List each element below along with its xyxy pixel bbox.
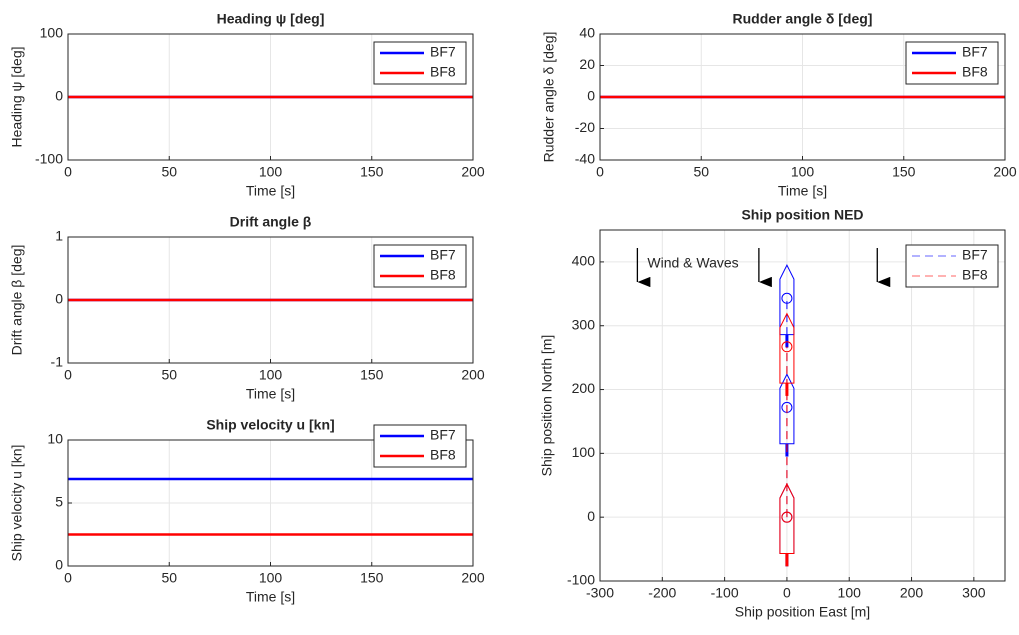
- x-tick-label: 50: [161, 570, 177, 586]
- legend-label: BF7: [962, 247, 988, 263]
- legend-label: BF7: [962, 44, 988, 60]
- y-axis-label: Drift angle β [deg]: [9, 245, 25, 356]
- y-tick-label: 5: [55, 494, 63, 510]
- annotation: Wind & Waves: [647, 255, 738, 271]
- x-tick-label: 0: [596, 164, 604, 180]
- ship-hull: [779, 312, 795, 384]
- legend-label: BF8: [962, 64, 988, 80]
- chart-title: Heading ψ [deg]: [217, 11, 325, 27]
- x-tick-label: 0: [64, 570, 72, 586]
- y-tick-label: 10: [47, 431, 63, 447]
- y-tick-label: 20: [579, 56, 595, 72]
- legend-label: BF7: [430, 44, 456, 60]
- axes-box: [599, 33, 1006, 161]
- legend-label: BF7: [430, 247, 456, 263]
- ship-position: [781, 292, 793, 304]
- x-tick-label: -100: [711, 585, 739, 601]
- chart-title: Rudder angle δ [deg]: [733, 11, 873, 27]
- legend-label: BF8: [430, 64, 456, 80]
- y-tick-label: 0: [55, 557, 63, 573]
- ship-hull: [779, 263, 795, 336]
- axes-box: [67, 439, 474, 567]
- x-tick-label: 150: [892, 164, 916, 180]
- x-tick-label: 150: [360, 367, 384, 383]
- x-tick-label: 200: [461, 164, 485, 180]
- x-tick-label: 200: [461, 570, 485, 586]
- legend-label: BF8: [430, 267, 456, 283]
- y-tick-label: 0: [587, 508, 595, 524]
- x-tick-label: 150: [360, 570, 384, 586]
- x-tick-label: 100: [791, 164, 815, 180]
- y-axis-label: Ship position North [m]: [539, 335, 555, 477]
- x-tick-label: 100: [259, 164, 283, 180]
- y-tick-label: 400: [572, 253, 596, 269]
- chart-title: Ship velocity u [kn]: [206, 417, 334, 433]
- x-tick-label: 0: [64, 367, 72, 383]
- x-axis-label: Time [s]: [246, 589, 295, 605]
- y-tick-label: -100: [567, 572, 595, 588]
- x-tick-label: 200: [993, 164, 1017, 180]
- ship-position: [781, 511, 793, 523]
- x-tick-label: 150: [360, 164, 384, 180]
- y-tick-label: -40: [575, 151, 595, 167]
- legend-box: [373, 41, 467, 85]
- x-tick-label: 50: [161, 164, 177, 180]
- y-tick-label: 100: [40, 25, 64, 41]
- y-tick-label: 1: [55, 228, 63, 244]
- x-tick-label: 100: [259, 570, 283, 586]
- y-tick-label: -100: [35, 151, 63, 167]
- y-axis-label: Rudder angle δ [deg]: [541, 32, 557, 163]
- x-tick-label: 100: [838, 585, 862, 601]
- x-axis-label: Ship position East [m]: [735, 604, 870, 620]
- x-tick-label: 0: [783, 585, 791, 601]
- x-tick-label: 50: [161, 367, 177, 383]
- y-tick-label: 40: [579, 25, 595, 41]
- y-tick-label: 0: [55, 291, 63, 307]
- y-axis-label: Ship velocity u [kn]: [9, 445, 25, 562]
- legend-label: BF7: [430, 427, 456, 443]
- y-tick-label: 300: [572, 316, 596, 332]
- chart-title: Drift angle β: [230, 214, 312, 230]
- x-axis-label: Time [s]: [246, 183, 295, 199]
- axes-box: [67, 33, 474, 161]
- axes-box: [599, 229, 1006, 582]
- x-tick-label: 100: [259, 367, 283, 383]
- x-tick-label: -200: [648, 585, 676, 601]
- y-tick-label: 0: [587, 88, 595, 104]
- y-tick-label: 200: [572, 380, 596, 396]
- plot-area: [600, 230, 1005, 581]
- ship-position: [781, 341, 793, 353]
- y-tick-label: -20: [575, 119, 595, 135]
- legend-label: BF8: [430, 447, 456, 463]
- legend-box: [905, 244, 999, 288]
- x-tick-label: 300: [962, 585, 986, 601]
- axes-box: [67, 236, 474, 364]
- x-tick-label: 200: [900, 585, 924, 601]
- ship-hull: [779, 482, 795, 555]
- x-axis-label: Time [s]: [778, 183, 827, 199]
- x-tick-label: 50: [693, 164, 709, 180]
- chart-title: Ship position NED: [741, 207, 863, 223]
- legend-label: BF8: [962, 267, 988, 283]
- legend-box: [905, 41, 999, 85]
- x-tick-label: -300: [586, 585, 614, 601]
- legend-box: [373, 244, 467, 288]
- ship-hull: [779, 373, 795, 445]
- y-tick-label: 100: [572, 444, 596, 460]
- x-tick-label: 0: [64, 164, 72, 180]
- x-axis-label: Time [s]: [246, 386, 295, 402]
- x-tick-label: 200: [461, 367, 485, 383]
- y-axis-label: Heading ψ [deg]: [9, 46, 25, 147]
- legend-box: [373, 424, 467, 468]
- y-tick-label: 0: [55, 88, 63, 104]
- y-tick-label: -1: [51, 354, 64, 370]
